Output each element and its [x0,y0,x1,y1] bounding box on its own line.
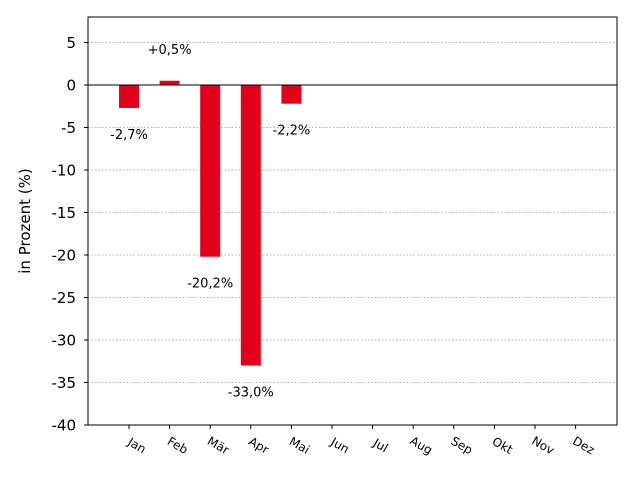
x-tick-label: Sep [449,434,476,457]
bar-mär [200,85,221,257]
data-label: -20,2% [187,277,233,292]
x-tick-label: Nov [529,434,556,458]
y-tick-label: -10 [52,162,77,180]
data-labels: -2,7% +0,5% -20,2% -33,0% -2,2% [110,43,310,401]
y-tick-label: 5 [66,34,76,52]
y-tick-label: -20 [52,247,77,265]
data-label: -2,2% [273,124,311,139]
y-axis-label: in Prozent (%) [16,168,34,273]
bar-apr [240,85,261,366]
x-tick-label: Mär [205,434,232,457]
bar-jan [119,85,139,108]
data-label: -33,0% [228,386,274,401]
x-tick-label: Aug [408,434,435,458]
y-tick-label: -5 [61,119,76,137]
x-tick-label: Jun [328,434,352,456]
plot-frame [87,16,618,426]
x-tick-label: Mai [287,434,312,457]
y-tick-label: -35 [52,374,77,392]
bar-mai [281,85,302,104]
x-tick-label: Jul [370,435,390,455]
y-tick-label: -40 [52,417,77,435]
grid-lines [88,42,617,383]
x-tick-label: Feb [165,434,190,457]
x-tick-label: Dez [570,434,597,458]
y-tick-label: -25 [52,289,77,307]
x-tick-label: Jan [125,434,149,456]
data-label: +0,5% [148,43,192,58]
y-tick-label: 0 [66,77,76,95]
y-axis: 5 0 -5 -10 -15 -20 -25 -30 -35 -40 [52,34,88,435]
x-tick-label: Apr [246,434,271,457]
y-tick-label: -30 [52,332,77,350]
bars [119,80,586,366]
x-axis: Jan Feb Mär Apr Mai Jun Jul Aug Sep Okt Nov Dez [125,425,597,457]
x-tick-label: Okt [490,434,516,457]
data-label: -2,7% [110,128,148,143]
bar-feb [159,80,180,85]
y-tick-label: -15 [52,204,77,222]
